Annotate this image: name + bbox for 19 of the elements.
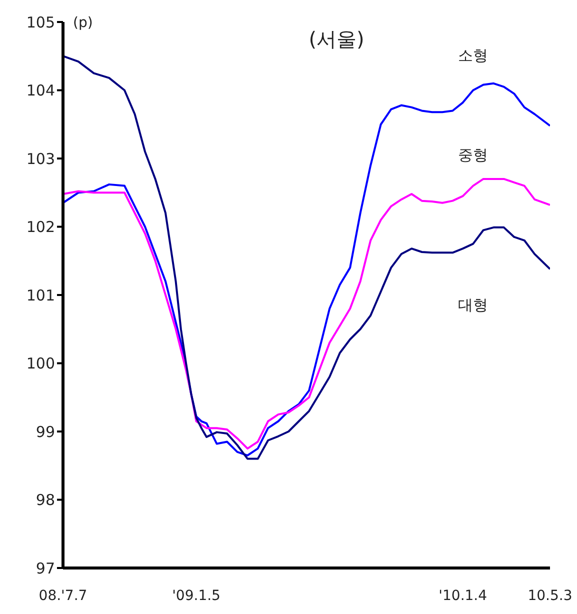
y-tick-label: 102 [26, 218, 55, 236]
y-tick-label: 103 [26, 150, 55, 168]
chart-title: (서울) [308, 27, 364, 51]
series-label: 소형 [458, 46, 488, 64]
x-tick-label: '10.1.4 [438, 588, 488, 604]
y-tick-label: 105 [26, 13, 55, 32]
y-tick-label: 101 [26, 286, 55, 304]
series-label: 중형 [458, 146, 488, 164]
y-axis-title: (p) [73, 15, 93, 31]
y-tick-label: 99 [36, 422, 55, 441]
line-series [63, 178, 550, 450]
text: 대형 [458, 296, 488, 314]
y-tick-label: 97 [36, 559, 55, 578]
y-tick-label: 98 [36, 491, 55, 510]
x-tick-label: 08.'7.7 [38, 588, 88, 604]
x-tick-label: '09.1.5 [172, 588, 220, 604]
y-tick-label: 104 [26, 82, 55, 100]
x-tick-label: 10.5.3 [528, 588, 572, 604]
y-tick-label: 100 [26, 354, 55, 373]
